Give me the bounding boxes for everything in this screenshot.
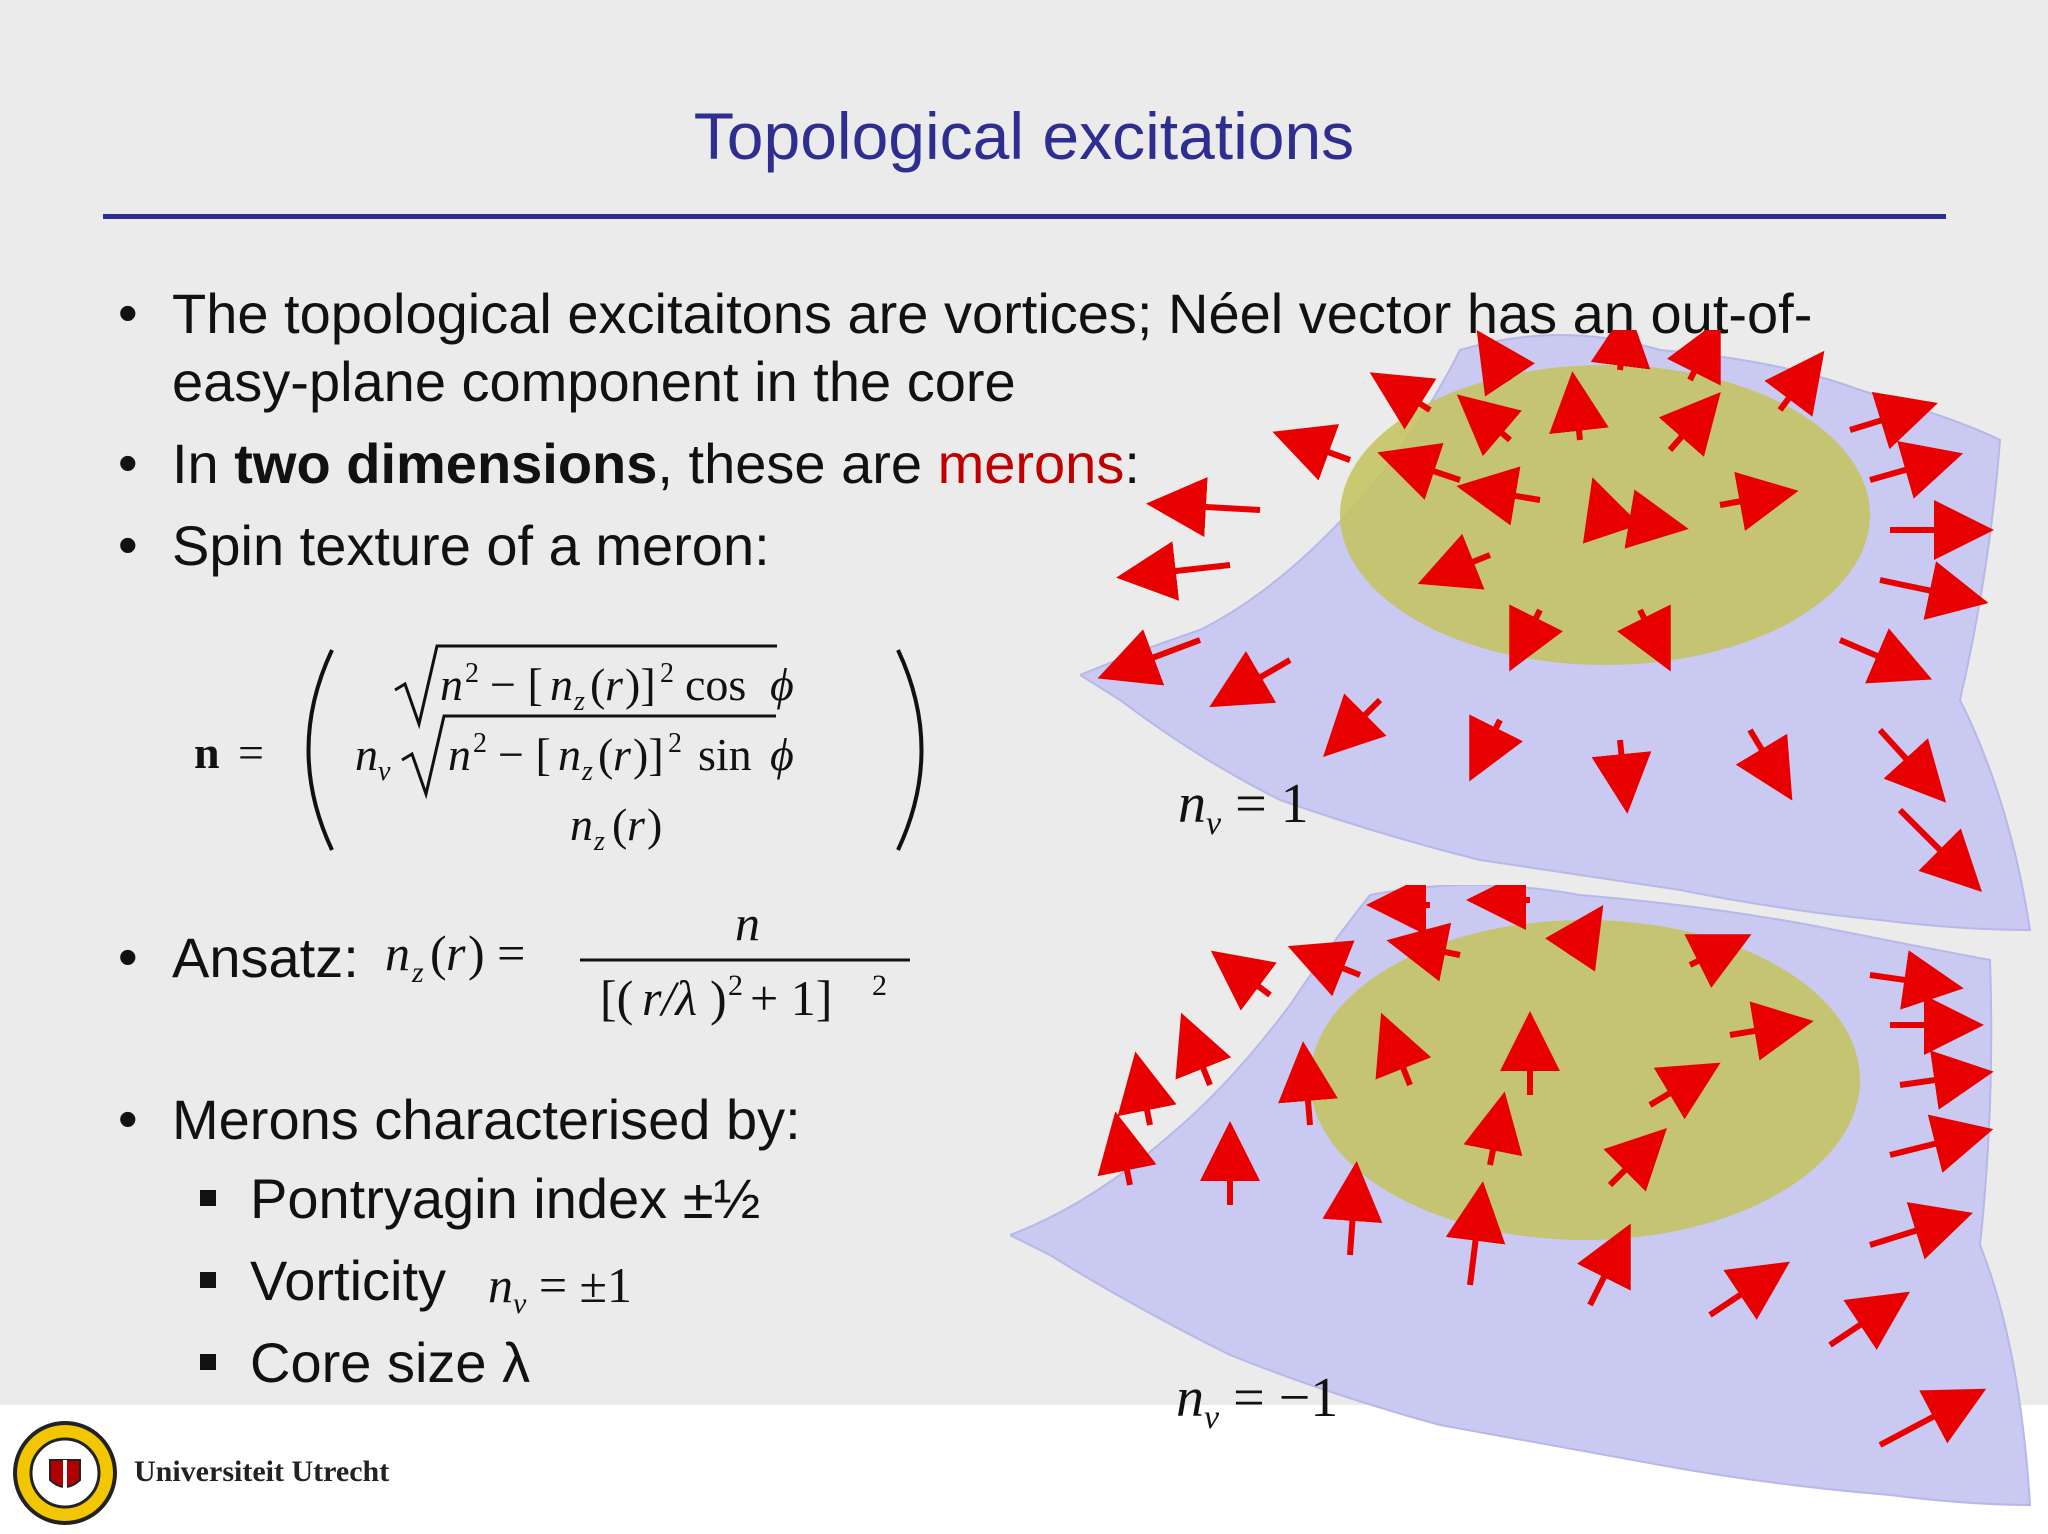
vorticity-formula: nv = ±1 <box>488 1257 632 1320</box>
figure-label-bottom: nv = −1 <box>1176 1367 1339 1437</box>
svg-text:n: n <box>355 729 378 780</box>
svg-text:)]: )] <box>633 729 664 780</box>
sub-bullet-core-size: Core size λ <box>250 1331 531 1394</box>
bullet-merons-end: : <box>1124 432 1140 495</box>
bullet-vortices-line2: easy-plane component in the core <box>172 350 1016 413</box>
svg-text:2: 2 <box>660 658 674 689</box>
bullet-marker: • <box>118 431 138 494</box>
svg-text:)]: )] <box>625 659 656 710</box>
university-seal-logo <box>13 1421 117 1525</box>
bullet-marker: • <box>118 1087 138 1150</box>
bullet-merons-bold: two dimensions <box>234 432 658 495</box>
bullet-spin-texture: Spin texture of a meron: <box>172 514 770 577</box>
bullet-merons-highlight: merons <box>937 432 1125 495</box>
bullet-marker: • <box>118 281 138 344</box>
svg-text:2: 2 <box>465 658 479 689</box>
svg-text:ϕ: ϕ <box>770 729 794 780</box>
svg-text:− [: − [ <box>490 659 543 710</box>
svg-text:=: = <box>238 727 264 778</box>
svg-text:(: ( <box>598 729 613 780</box>
university-name: Universiteit Utrecht <box>134 1455 390 1488</box>
svg-text:n: n <box>735 895 760 951</box>
sub-bullet-pontryagin: Pontryagin index ±½ <box>250 1167 761 1230</box>
bullet-characterised: Merons characterised by: <box>172 1088 801 1151</box>
sub-bullet-vorticity-label: Vorticity <box>250 1249 447 1312</box>
figure-label-top-value: = 1 <box>1235 773 1309 835</box>
bullet-ansatz: Ansatz: <box>172 926 359 989</box>
svg-text:[(: [( <box>600 970 633 1026</box>
sub-bullet-marker <box>200 1272 216 1288</box>
title-divider <box>103 214 1946 219</box>
svg-text:n: n <box>570 799 593 850</box>
svg-text:+ 1]: + 1] <box>750 970 832 1026</box>
svg-text:v: v <box>378 756 391 787</box>
svg-text:r/λ: r/λ <box>642 970 697 1026</box>
slide-title: Topological excitations <box>693 99 1355 173</box>
svg-text:2: 2 <box>473 728 487 759</box>
svg-text:2: 2 <box>872 969 887 1002</box>
meron-figure-bottom <box>1010 885 2032 1507</box>
svg-text:(: ( <box>430 925 447 981</box>
svg-text:− [: − [ <box>498 729 551 780</box>
svg-text:): ) <box>647 799 662 850</box>
sub-bullet-vorticity: Vorticity <box>250 1248 446 1313</box>
bullet-merons-pre: In <box>172 432 235 495</box>
svg-text:(: ( <box>590 659 605 710</box>
svg-text:2: 2 <box>728 969 743 1002</box>
svg-text:n: n <box>550 659 573 710</box>
figure-label-bottom-value: = −1 <box>1233 1367 1339 1429</box>
svg-text:ϕ: ϕ <box>770 659 794 710</box>
svg-text:r: r <box>613 729 632 780</box>
svg-text:cos: cos <box>685 659 746 710</box>
sub-bullet-marker <box>200 1190 216 1206</box>
bullet-merons-mid: , these are <box>657 432 938 495</box>
bullet-marker: • <box>118 513 138 576</box>
svg-text:(: ( <box>612 799 627 850</box>
svg-text:z: z <box>593 826 605 857</box>
figure-label-top: nv = 1 <box>1178 773 1309 843</box>
svg-text:sin: sin <box>698 729 752 780</box>
svg-text:n: n <box>448 729 471 780</box>
sub-bullet-marker <box>200 1354 216 1370</box>
bullet-vortices-line1: The topological excitaitons are vortices… <box>172 282 1813 345</box>
svg-text:r: r <box>627 799 646 850</box>
svg-text:): ) <box>710 970 727 1026</box>
svg-text:n: n <box>558 729 581 780</box>
svg-text:z: z <box>411 956 424 989</box>
bullet-merons: In two dimensions, these are merons: <box>172 430 1140 498</box>
meron-core-bottom <box>1310 920 1860 1240</box>
svg-text:2: 2 <box>668 728 682 759</box>
svg-text:r: r <box>446 925 466 981</box>
bullet-marker: • <box>118 925 138 988</box>
svg-text:z: z <box>581 756 593 787</box>
svg-text:n: n <box>385 925 410 981</box>
svg-text:n: n <box>194 727 220 778</box>
svg-text:) =: ) = <box>468 925 525 981</box>
svg-text:n: n <box>440 659 463 710</box>
svg-text:r: r <box>605 659 624 710</box>
svg-text:z: z <box>573 686 585 717</box>
meron-figure-top <box>1080 330 2032 932</box>
